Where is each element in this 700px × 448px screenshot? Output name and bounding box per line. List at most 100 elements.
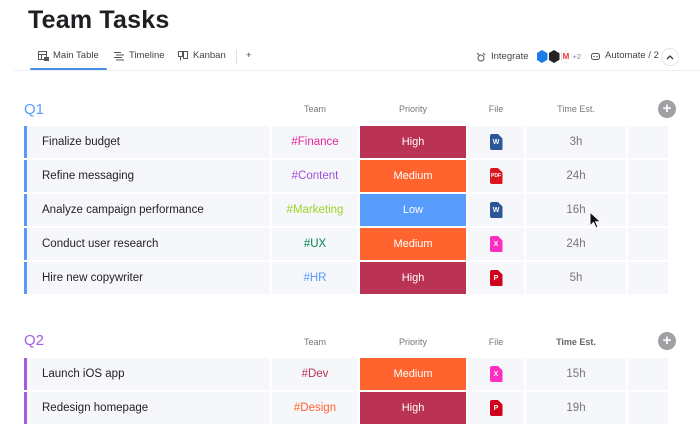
table-icon bbox=[38, 50, 49, 61]
group-color-bar bbox=[24, 262, 27, 294]
add-column-button[interactable]: + bbox=[658, 100, 676, 118]
time-estimate-cell[interactable]: 15h bbox=[526, 358, 626, 390]
file-icon[interactable]: P bbox=[489, 270, 503, 286]
priority-status[interactable]: High bbox=[360, 392, 466, 424]
kanban-icon bbox=[178, 50, 188, 60]
column-header-file[interactable]: File bbox=[488, 337, 504, 347]
file-cell[interactable]: P bbox=[468, 262, 524, 294]
time-estimate-cell[interactable]: 19h bbox=[526, 392, 626, 424]
collapse-header-button[interactable] bbox=[661, 48, 679, 66]
tab-label: Kanban bbox=[193, 50, 226, 61]
priority-status[interactable]: Medium bbox=[360, 358, 466, 390]
file-icon[interactable]: X bbox=[489, 236, 503, 252]
team-cell[interactable]: #HR bbox=[272, 262, 358, 294]
file-cell[interactable]: W bbox=[468, 126, 524, 158]
file-cell[interactable]: X bbox=[468, 358, 524, 390]
column-header-time[interactable]: Time Est. bbox=[556, 337, 596, 347]
time-estimate: 24h bbox=[566, 238, 586, 250]
automate-button[interactable]: Automate / 2 bbox=[590, 50, 659, 61]
file-cell[interactable]: X bbox=[468, 228, 524, 260]
column-header-priority[interactable]: Priority bbox=[398, 104, 427, 114]
time-estimate-cell[interactable]: 24h bbox=[526, 228, 626, 260]
chevron-up-icon bbox=[666, 55, 674, 60]
priority-label: High bbox=[401, 136, 425, 148]
group-color-bar bbox=[24, 126, 27, 158]
team-tag: #Finance bbox=[291, 136, 339, 148]
time-estimate: 15h bbox=[566, 368, 586, 380]
file-icon[interactable]: W bbox=[489, 134, 503, 150]
priority-status[interactable]: Medium bbox=[360, 228, 466, 260]
empty-cell bbox=[628, 262, 668, 294]
team-tag: #HR bbox=[303, 272, 327, 284]
priority-label: Medium bbox=[393, 238, 433, 250]
tab-main-table[interactable]: Main Table bbox=[30, 50, 107, 70]
team-cell[interactable]: #Content bbox=[272, 160, 358, 192]
priority-label: High bbox=[401, 402, 425, 414]
team-tag: #UX bbox=[303, 238, 327, 250]
file-icon[interactable]: P bbox=[489, 400, 503, 416]
column-header-team[interactable]: Team bbox=[303, 337, 326, 347]
add-column-button[interactable]: + bbox=[658, 332, 676, 350]
team-tag: #Design bbox=[293, 402, 337, 414]
page-title: Team Tasks bbox=[28, 6, 170, 34]
priority-label: Low bbox=[402, 204, 424, 216]
group-color-bar bbox=[24, 228, 27, 260]
priority-label: Medium bbox=[393, 170, 433, 182]
empty-cell bbox=[628, 126, 668, 158]
priority-status[interactable]: High bbox=[360, 126, 466, 158]
group-title[interactable]: Q1 bbox=[24, 101, 45, 118]
task-name: Hire new copywriter bbox=[42, 272, 143, 284]
priority-label: High bbox=[401, 272, 425, 284]
add-view-button[interactable]: + bbox=[246, 50, 252, 61]
time-estimate-cell[interactable]: 5h bbox=[526, 262, 626, 294]
view-tabs: Main Table Timeline Kanban + bbox=[14, 44, 700, 71]
priority-status[interactable]: Medium bbox=[360, 160, 466, 192]
time-estimate-cell[interactable]: 3h bbox=[526, 126, 626, 158]
team-cell[interactable]: #Dev bbox=[272, 358, 358, 390]
group-title[interactable]: Q2 bbox=[24, 332, 45, 349]
empty-cell bbox=[628, 160, 668, 192]
time-estimate: 24h bbox=[566, 170, 586, 182]
integration-app-icon bbox=[536, 50, 548, 63]
gmail-icon: M bbox=[560, 50, 572, 63]
empty-cell bbox=[628, 358, 668, 390]
task-name-cell[interactable]: Launch iOS app bbox=[24, 358, 270, 390]
time-estimate-cell[interactable]: 16h bbox=[526, 194, 626, 226]
column-header-time[interactable]: Time Est. bbox=[557, 104, 595, 114]
task-name-cell[interactable]: Conduct user research bbox=[24, 228, 270, 260]
file-cell[interactable]: PDF bbox=[468, 160, 524, 192]
time-estimate: 3h bbox=[569, 136, 583, 148]
time-estimate: 5h bbox=[569, 272, 583, 284]
task-name-cell[interactable]: Hire new copywriter bbox=[24, 262, 270, 294]
task-name: Refine messaging bbox=[42, 170, 135, 182]
task-name-cell[interactable]: Redesign homepage bbox=[24, 392, 270, 424]
tab-timeline[interactable]: Timeline bbox=[114, 50, 165, 61]
file-icon[interactable]: X bbox=[489, 366, 503, 382]
task-name-cell[interactable]: Refine messaging bbox=[24, 160, 270, 192]
task-name: Conduct user research bbox=[42, 238, 159, 250]
integrate-label: Integrate bbox=[491, 51, 529, 62]
file-icon[interactable]: W bbox=[489, 202, 503, 218]
file-cell[interactable]: P bbox=[468, 392, 524, 424]
tab-label: Timeline bbox=[129, 50, 165, 61]
column-header-priority[interactable]: Priority bbox=[398, 337, 427, 347]
integrations-more: +2 bbox=[572, 52, 582, 61]
team-cell[interactable]: #Marketing bbox=[272, 194, 358, 226]
tab-kanban[interactable]: Kanban bbox=[178, 50, 226, 61]
integrate-button[interactable]: Integrate M +2 bbox=[476, 50, 581, 63]
task-name: Analyze campaign performance bbox=[42, 204, 204, 216]
team-cell[interactable]: #Design bbox=[272, 392, 358, 424]
file-cell[interactable]: W bbox=[468, 194, 524, 226]
priority-status[interactable]: High bbox=[360, 262, 466, 294]
column-header-team[interactable]: Team bbox=[303, 104, 326, 114]
time-estimate-cell[interactable]: 24h bbox=[526, 160, 626, 192]
team-cell[interactable]: #UX bbox=[272, 228, 358, 260]
team-cell[interactable]: #Finance bbox=[272, 126, 358, 158]
team-tag: #Content bbox=[291, 170, 339, 182]
task-name-cell[interactable]: Finalize budget bbox=[24, 126, 270, 158]
column-header-file[interactable]: File bbox=[488, 104, 504, 114]
mouse-cursor-icon bbox=[589, 211, 602, 229]
priority-status[interactable]: Low bbox=[360, 194, 466, 226]
task-name-cell[interactable]: Analyze campaign performance bbox=[24, 194, 270, 226]
file-icon[interactable]: PDF bbox=[489, 168, 503, 184]
